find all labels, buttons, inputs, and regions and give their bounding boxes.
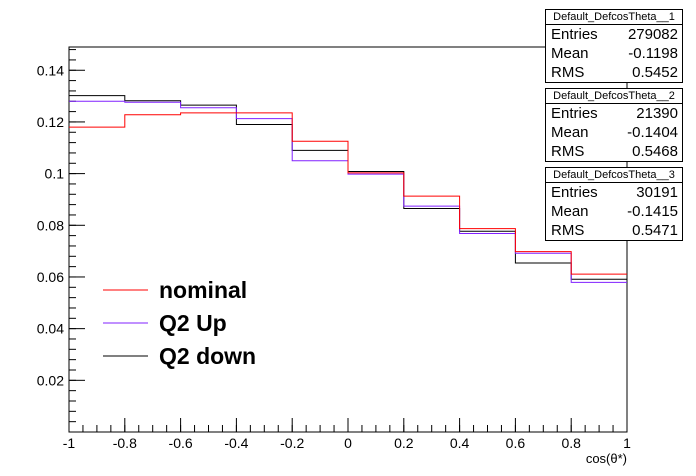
stats-row-mean: Mean -0.1404 bbox=[546, 123, 682, 142]
y-axis: 0.02 0.04 0.06 0.08 0.1 0.12 0.14 bbox=[37, 49, 85, 433]
stats-value: 30191 bbox=[636, 184, 678, 201]
x-tick-label: -0.4 bbox=[224, 435, 248, 451]
x-tick-label: -0.8 bbox=[113, 435, 137, 451]
legend: nominal Q2 Up Q2 down bbox=[103, 277, 256, 369]
x-tick-label: -1 bbox=[63, 435, 76, 451]
x-axis: -1 -0.8 -0.6 -0.4 -0.2 0 0.2 0.4 0.6 0.8 1 bbox=[63, 418, 631, 451]
legend-label: nominal bbox=[159, 277, 247, 303]
stats-box-2: Default_DefcosTheta__2 Entries 21390 Mean… bbox=[545, 88, 683, 162]
stats-box-title: Default_DefcosTheta__2 bbox=[546, 89, 682, 104]
x-tick-label: 1 bbox=[623, 435, 631, 451]
legend-label: Q2 Up bbox=[159, 310, 227, 336]
stats-value: 279082 bbox=[627, 26, 678, 43]
stats-row-mean: Mean -0.1198 bbox=[546, 44, 682, 63]
x-tick-label: 0.2 bbox=[394, 435, 414, 451]
x-tick-label: -0.2 bbox=[280, 435, 304, 451]
x-tick-label: 0.6 bbox=[506, 435, 526, 451]
stats-row-mean: Mean -0.1415 bbox=[546, 202, 682, 221]
stats-row-entries: Entries 279082 bbox=[546, 25, 682, 44]
y-tick-label: 0.08 bbox=[37, 217, 64, 233]
stats-value: -0.1198 bbox=[628, 45, 678, 62]
stats-row-rms: RMS 0.5468 bbox=[546, 142, 682, 161]
x-tick-label: 0.4 bbox=[450, 435, 470, 451]
stats-box-title: Default_DefcosTheta__1 bbox=[546, 10, 682, 25]
plot-frame bbox=[68, 46, 628, 433]
stats-value: -0.1415 bbox=[627, 203, 678, 220]
y-tick-label: 0.1 bbox=[45, 166, 65, 182]
series-q2-up bbox=[69, 100, 627, 283]
stats-label: Entries bbox=[551, 184, 598, 201]
stats-box-1: Default_DefcosTheta__1 Entries 279082 Mea… bbox=[545, 9, 683, 83]
stats-label: Mean bbox=[551, 203, 589, 220]
stats-box-title: Default_DefcosTheta__3 bbox=[546, 168, 682, 183]
x-axis-title: cos(θ*) bbox=[586, 451, 627, 466]
histogram-series bbox=[69, 95, 627, 283]
y-tick-label: 0.04 bbox=[37, 321, 64, 337]
stats-label: Entries bbox=[551, 26, 598, 43]
stats-label: Entries bbox=[551, 105, 598, 122]
stats-row-rms: RMS 0.5452 bbox=[546, 63, 682, 82]
stats-value: -0.1404 bbox=[627, 124, 678, 141]
stats-value: 0.5452 bbox=[632, 64, 678, 81]
stats-value: 0.5468 bbox=[632, 143, 678, 160]
stats-row-entries: Entries 30191 bbox=[546, 183, 682, 202]
y-tick-label: 0.12 bbox=[37, 114, 64, 130]
stats-label: RMS bbox=[551, 222, 585, 239]
x-tick-label: 0 bbox=[344, 435, 352, 451]
stats-value: 21390 bbox=[636, 105, 678, 122]
x-tick-label: 0.8 bbox=[561, 435, 581, 451]
x-tick-label: -0.6 bbox=[169, 435, 193, 451]
stats-label: RMS bbox=[551, 143, 585, 160]
stats-row-rms: RMS 0.5471 bbox=[546, 221, 682, 240]
stats-label: Mean bbox=[551, 45, 589, 62]
stats-box-3: Default_DefcosTheta__3 Entries 30191 Mean… bbox=[545, 167, 683, 241]
stats-label: RMS bbox=[551, 64, 585, 81]
stats-label: Mean bbox=[551, 124, 589, 141]
legend-label: Q2 down bbox=[159, 343, 256, 369]
y-tick-label: 0.02 bbox=[37, 372, 64, 388]
stats-row-entries: Entries 21390 bbox=[546, 104, 682, 123]
series-nominal bbox=[69, 112, 627, 275]
y-tick-label: 0.14 bbox=[37, 62, 64, 78]
stats-value: 0.5471 bbox=[632, 222, 678, 239]
y-tick-label: 0.06 bbox=[37, 269, 64, 285]
